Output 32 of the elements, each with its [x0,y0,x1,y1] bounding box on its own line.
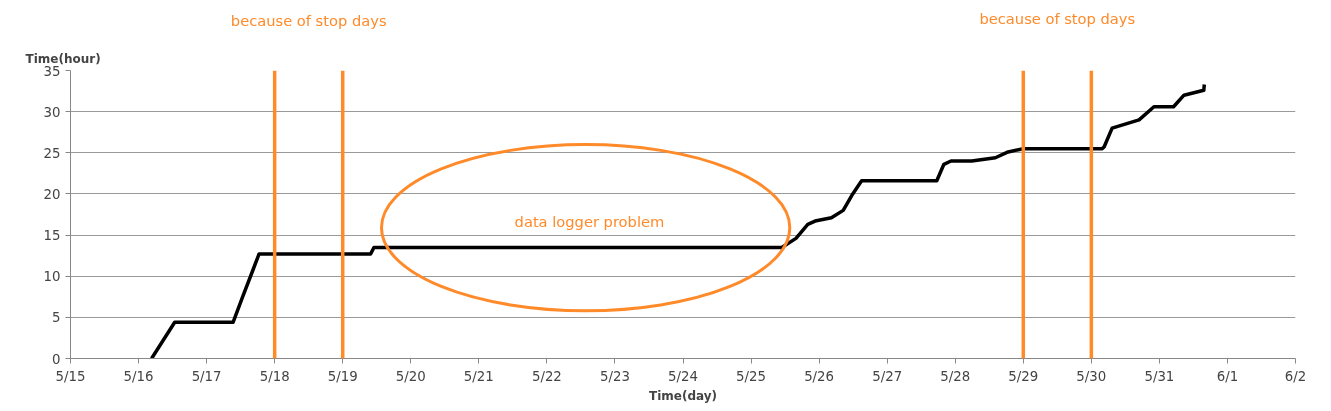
x-tick-label: 5/29 [1008,368,1039,384]
x-tick-label: 5/21 [463,368,494,384]
x-tick-label: 5/15 [55,368,86,384]
x-tick-label: 5/30 [1076,368,1107,384]
x-tick-label: 5/22 [531,368,562,384]
y-tick-label: 20 [43,186,61,202]
y-axis-title: Time(hour) [25,51,101,66]
x-axis-title: Time(day) [648,388,718,403]
text: because of stop days [230,12,387,29]
y-tick-label: 35 [43,63,61,79]
x-tick-label: 5/24 [668,368,698,384]
x-tick-label: 5/25 [736,368,767,384]
y-tick-label: 10 [43,269,61,285]
x-tick-label: 6/2 [1284,368,1307,384]
x-tick-label: 5/17 [191,368,222,384]
x-tick-label: 5/23 [599,368,630,384]
text: because of stop days [979,10,1136,27]
x-tick-label: 5/20 [395,368,426,384]
x-tick-label: 5/27 [872,368,903,384]
y-tick-label: 25 [43,145,61,161]
x-tick-label: 5/26 [804,368,835,384]
annotation: data logger problem [514,213,665,231]
x-tick-label: 5/18 [259,368,290,384]
x-tick-label: 5/16 [123,368,154,384]
x-tick-label: 5/28 [940,368,971,384]
y-tick-label: 30 [43,104,61,120]
y-tick-label: 5 [52,310,61,326]
x-tick-label: 6/1 [1216,368,1239,384]
x-tick-label: 5/19 [327,368,358,384]
y-tick-label: 0 [52,351,61,367]
x-tick-label: 5/31 [1144,368,1175,384]
y-tick-label: 15 [43,228,61,244]
